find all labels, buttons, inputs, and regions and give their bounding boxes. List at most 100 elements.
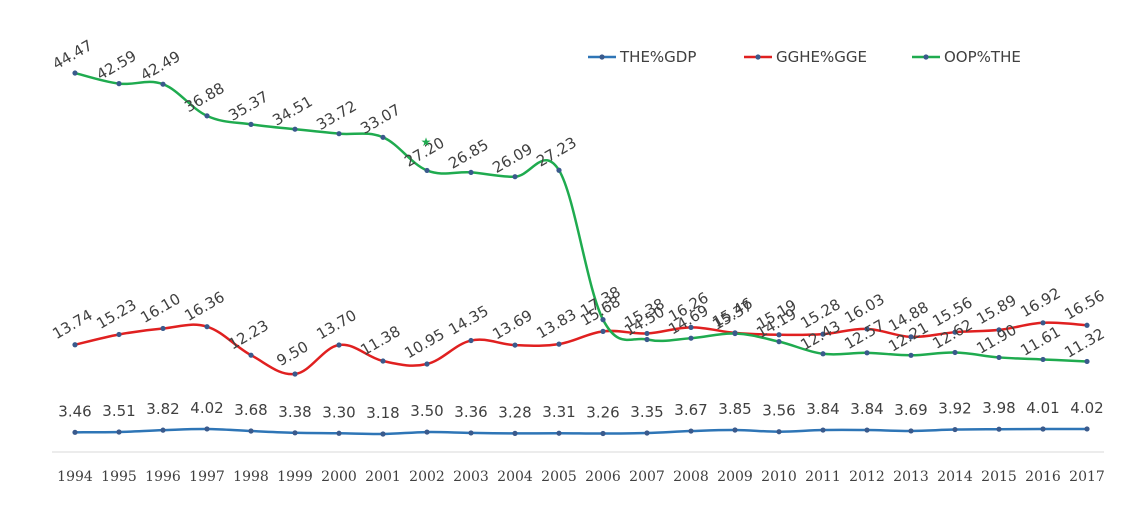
x-tick-label: 2003 [453, 469, 489, 485]
series-line-THE%GDP [74, 427, 1088, 436]
data-point [116, 81, 122, 87]
data-label: 13.69 [489, 306, 535, 343]
data-label: 42.49 [137, 47, 183, 84]
data-label: 3.56 [762, 402, 795, 420]
data-label: 3.67 [674, 401, 707, 419]
data-label: 3.69 [894, 401, 927, 419]
data-label: 11.61 [1017, 323, 1063, 360]
data-point [864, 350, 870, 356]
data-point [644, 330, 650, 337]
data-label: 15.89 [973, 291, 1019, 328]
x-tick-label: 1999 [277, 469, 313, 485]
data-point [424, 429, 430, 435]
data-label: 3.38 [278, 403, 311, 421]
data-point [424, 361, 430, 367]
data-point [424, 167, 430, 174]
data-point [732, 427, 738, 433]
series-layer [72, 70, 1090, 437]
data-point [732, 330, 738, 337]
data-point [952, 349, 958, 356]
data-label: 4.01 [1026, 399, 1059, 417]
data-point [556, 341, 562, 347]
data-label: 16.10 [137, 290, 183, 327]
data-label: 16.92 [1017, 284, 1063, 321]
data-point [292, 371, 298, 377]
data-label: 3.50 [410, 402, 443, 420]
data-label: 4.02 [190, 399, 223, 417]
data-point [600, 430, 606, 437]
data-point [160, 427, 166, 433]
data-point [644, 336, 650, 343]
data-point [996, 426, 1002, 432]
data-label: 3.36 [454, 403, 487, 421]
data-label: 3.35 [630, 403, 663, 421]
x-tick-label: 2006 [585, 469, 621, 485]
data-point [1040, 356, 1046, 363]
data-point [248, 428, 254, 434]
data-point [72, 429, 78, 435]
data-label: 3.30 [322, 403, 355, 421]
x-tick-label: 2016 [1025, 469, 1061, 485]
data-point [952, 426, 958, 433]
data-point [644, 430, 650, 436]
x-tick-label: 2009 [717, 469, 753, 485]
data-label: 11.32 [1061, 325, 1107, 362]
data-point [72, 342, 78, 348]
data-point [468, 169, 474, 176]
x-tick-label: 1998 [233, 469, 269, 485]
x-tick-label: 2007 [629, 469, 665, 485]
data-label: 3.46 [58, 402, 91, 420]
data-point [468, 337, 474, 344]
data-label: 16.36 [181, 288, 227, 325]
x-tick-label: 2011 [805, 469, 841, 485]
x-tick-label: 1997 [189, 469, 225, 485]
data-point [776, 332, 782, 338]
x-tick-label: 2012 [849, 469, 885, 485]
data-point [1084, 322, 1090, 328]
data-label: 3.82 [146, 400, 179, 418]
data-label: 36.88 [181, 79, 227, 116]
data-point [512, 430, 518, 436]
data-point [116, 331, 122, 338]
data-point [996, 354, 1002, 361]
data-label: 9.50 [274, 338, 312, 370]
data-label: 3.28 [498, 403, 531, 421]
data-point [600, 328, 606, 334]
data-point [864, 427, 870, 433]
data-label: 3.18 [366, 404, 399, 422]
data-point [864, 326, 870, 332]
x-tick-label: 1994 [57, 469, 93, 485]
legend-label: OOP%THE [944, 48, 1021, 66]
data-point [1084, 358, 1090, 365]
data-label: 13.74 [49, 306, 95, 343]
data-label: 3.68 [234, 401, 267, 419]
data-label: 3.51 [102, 402, 135, 420]
data-label: 13.70 [313, 306, 359, 343]
data-point [336, 131, 342, 137]
x-tick-label: 1996 [145, 469, 181, 485]
data-point [72, 70, 78, 76]
data-point [600, 317, 606, 323]
data-point [116, 429, 122, 435]
data-point [468, 430, 474, 436]
data-point [908, 352, 914, 358]
data-point [380, 431, 386, 437]
legend: THE%GDP GGHE%GGE OOP%THE [588, 48, 1021, 66]
x-tick-label: 2000 [321, 469, 357, 485]
legend-marker [923, 54, 929, 60]
data-point [204, 113, 210, 119]
data-point [820, 331, 826, 337]
data-point [996, 327, 1002, 333]
x-tick-label: 2010 [761, 469, 797, 485]
data-label: 26.85 [445, 136, 491, 173]
data-point [1040, 320, 1046, 326]
data-point [160, 325, 166, 332]
data-point [336, 430, 342, 436]
data-label: 33.07 [357, 100, 403, 137]
data-label: 35.37 [225, 87, 271, 124]
data-label: 3.92 [938, 400, 971, 418]
data-point [556, 430, 562, 436]
annotation-star: ★ [421, 135, 432, 149]
data-label: 44.47 [49, 36, 95, 73]
x-tick-label: 2001 [365, 469, 401, 485]
